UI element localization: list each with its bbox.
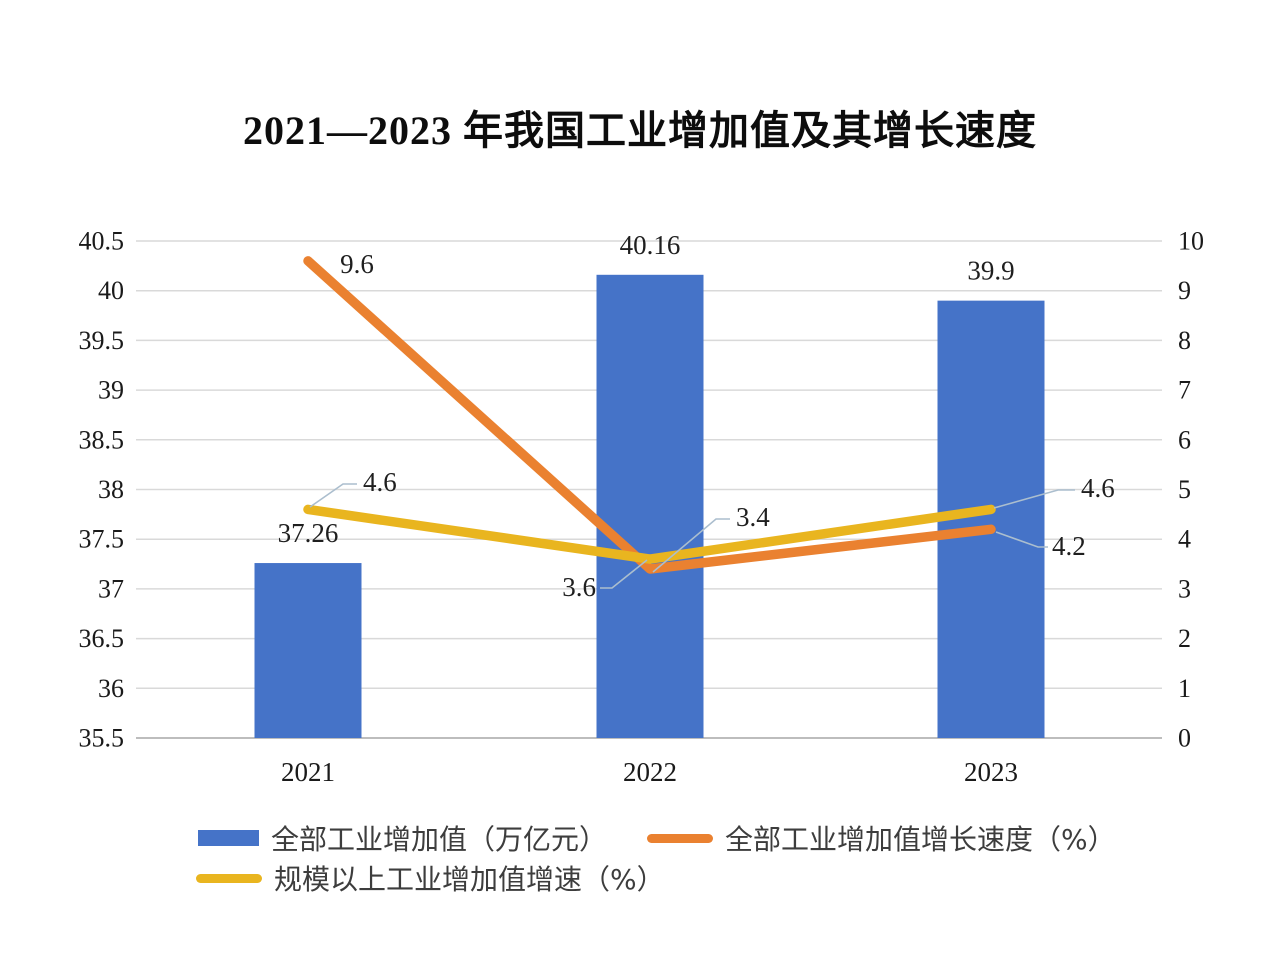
left-axis-tick-label: 37 bbox=[98, 574, 124, 603]
legend-swatch-line-orange bbox=[647, 833, 713, 843]
legend-swatch-line-yellow bbox=[196, 873, 262, 883]
right-axis-tick-label: 2 bbox=[1178, 624, 1191, 653]
left-axis-tick-label: 39 bbox=[98, 376, 124, 405]
right-axis-tick-label: 6 bbox=[1178, 425, 1191, 454]
right-axis-tick-label: 0 bbox=[1178, 724, 1191, 753]
left-axis-tick-label: 40.5 bbox=[79, 227, 125, 256]
x-axis-category-label: 2021 bbox=[281, 757, 335, 787]
bar-value-label: 39.9 bbox=[967, 256, 1014, 286]
legend-label-above-scale-growth-rate: 规模以上工业增加值增速（%） bbox=[274, 863, 665, 896]
line-total-growth-rate bbox=[303, 256, 996, 574]
left-axis-tick-label: 37.5 bbox=[79, 525, 125, 554]
right-axis-tick-label: 8 bbox=[1178, 326, 1191, 355]
x-axis-category-label: 2022 bbox=[623, 757, 677, 787]
left-axis-tick-label: 36.5 bbox=[79, 624, 125, 653]
left-axis-tick-label: 38.5 bbox=[79, 425, 125, 454]
bar-value-label: 37.26 bbox=[278, 518, 339, 548]
left-axis-tick-label: 36 bbox=[98, 674, 124, 703]
legend-item-above-scale-growth-rate: 规模以上工业增加值增速（%） bbox=[196, 861, 665, 896]
right-axis-tick-label: 10 bbox=[1178, 227, 1204, 256]
legend-swatch-bar-blue bbox=[198, 830, 259, 846]
legend-item-total-growth-rate: 全部工业增加值增长速度（%） bbox=[647, 821, 1116, 856]
x-axis-category-label: 2023 bbox=[964, 757, 1018, 787]
line-point-value-label: 3.4 bbox=[736, 502, 770, 532]
left-axis-tick-label: 38 bbox=[98, 475, 124, 504]
bar-value-label: 40.16 bbox=[620, 230, 681, 260]
legend-label-total-growth-rate: 全部工业增加值增长速度（%） bbox=[725, 823, 1116, 856]
bar-2021 bbox=[254, 563, 362, 738]
right-axis-tick-label: 3 bbox=[1178, 574, 1191, 603]
legend-label-industrial-added-value: 全部工业增加值（万亿元） bbox=[271, 823, 608, 856]
label-leader-line bbox=[600, 559, 648, 589]
left-axis-tick-label: 39.5 bbox=[79, 326, 125, 355]
left-axis-tick-label: 35.5 bbox=[79, 724, 125, 753]
line-point-value-label: 4.6 bbox=[1081, 473, 1115, 503]
line-point-value-label: 4.2 bbox=[1052, 531, 1086, 561]
label-leader-line bbox=[995, 531, 1048, 548]
label-leader-line bbox=[993, 489, 1075, 509]
chart-title: 2021—2023 年我国工业增加值及其增长速度 bbox=[243, 108, 1037, 153]
line-point-value-label: 4.6 bbox=[363, 467, 397, 497]
right-axis-tick-label: 5 bbox=[1178, 475, 1191, 504]
right-axis-tick-label: 7 bbox=[1178, 376, 1191, 405]
label-leader-line bbox=[652, 518, 730, 573]
right-axis-tick-label: 4 bbox=[1178, 525, 1191, 554]
right-axis-tick-label: 1 bbox=[1178, 674, 1191, 703]
legend-item-industrial-added-value: 全部工业增加值（万亿元） bbox=[198, 821, 608, 856]
line-point-value-label: 3.6 bbox=[562, 572, 596, 602]
line-point-value-label: 9.6 bbox=[340, 249, 374, 279]
bar-2022 bbox=[596, 274, 704, 738]
left-axis-tick-label: 40 bbox=[98, 276, 124, 305]
label-leader-line bbox=[309, 483, 357, 508]
right-axis-tick-label: 9 bbox=[1178, 276, 1191, 305]
line-above-scale-growth-rate bbox=[303, 504, 996, 564]
